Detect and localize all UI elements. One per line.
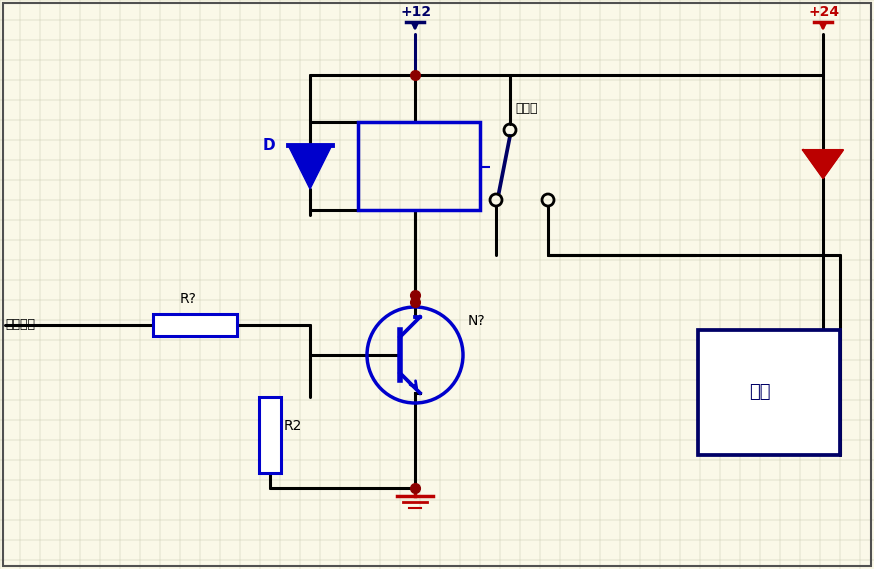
- Text: 气阀: 气阀: [749, 383, 771, 401]
- Text: N?: N?: [468, 314, 486, 328]
- Text: 接单片机: 接单片机: [5, 318, 35, 331]
- Polygon shape: [803, 150, 843, 178]
- Text: D: D: [263, 138, 275, 153]
- Text: +24: +24: [809, 5, 840, 19]
- Text: R2: R2: [284, 419, 302, 433]
- Text: R?: R?: [180, 292, 197, 306]
- Polygon shape: [288, 145, 332, 189]
- Bar: [153, 314, 237, 336]
- Bar: [358, 122, 480, 210]
- Bar: [698, 330, 840, 455]
- Text: 继电器: 继电器: [515, 102, 538, 115]
- Bar: [259, 397, 281, 473]
- Text: +12: +12: [401, 5, 432, 19]
